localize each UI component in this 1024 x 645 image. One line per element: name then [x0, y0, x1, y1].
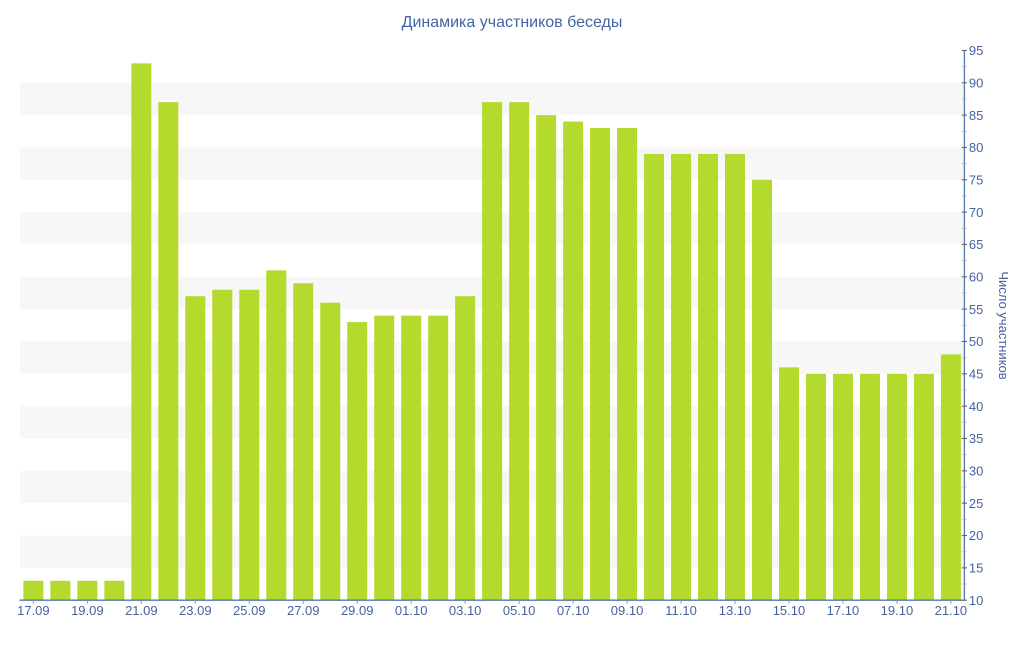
svg-text:13.10: 13.10: [719, 603, 752, 618]
svg-text:01.10: 01.10: [395, 603, 428, 618]
svg-text:80: 80: [969, 140, 983, 155]
svg-text:75: 75: [969, 172, 983, 187]
svg-text:55: 55: [969, 302, 983, 317]
svg-text:21.10: 21.10: [935, 603, 968, 618]
svg-text:65: 65: [969, 237, 983, 252]
svg-text:60: 60: [969, 270, 983, 285]
svg-text:10: 10: [969, 593, 983, 608]
svg-text:09.10: 09.10: [611, 603, 644, 618]
svg-text:27.09: 27.09: [287, 603, 320, 618]
svg-text:40: 40: [969, 399, 983, 414]
svg-text:30: 30: [969, 464, 983, 479]
svg-text:29.09: 29.09: [341, 603, 374, 618]
svg-text:17.09: 17.09: [17, 603, 50, 618]
svg-text:85: 85: [969, 108, 983, 123]
svg-text:07.10: 07.10: [557, 603, 590, 618]
svg-text:03.10: 03.10: [449, 603, 482, 618]
svg-text:11.10: 11.10: [665, 603, 697, 618]
svg-text:70: 70: [969, 205, 983, 220]
svg-text:25: 25: [969, 496, 983, 511]
svg-text:20: 20: [969, 528, 983, 543]
svg-text:15.10: 15.10: [773, 603, 806, 618]
svg-text:45: 45: [969, 367, 983, 382]
svg-text:15: 15: [969, 561, 983, 576]
svg-text:Число участников: Число участников: [996, 271, 1011, 379]
svg-text:05.10: 05.10: [503, 603, 536, 618]
svg-text:23.09: 23.09: [179, 603, 212, 618]
svg-text:50: 50: [969, 334, 983, 349]
svg-text:21.09: 21.09: [125, 603, 158, 618]
svg-text:90: 90: [969, 75, 983, 90]
svg-text:19.09: 19.09: [71, 603, 104, 618]
svg-text:25.09: 25.09: [233, 603, 266, 618]
svg-text:17.10: 17.10: [827, 603, 860, 618]
svg-text:35: 35: [969, 431, 983, 446]
svg-text:Динамика участников беседы: Динамика участников беседы: [402, 14, 623, 31]
svg-text:19.10: 19.10: [881, 603, 914, 618]
svg-text:95: 95: [969, 43, 983, 58]
